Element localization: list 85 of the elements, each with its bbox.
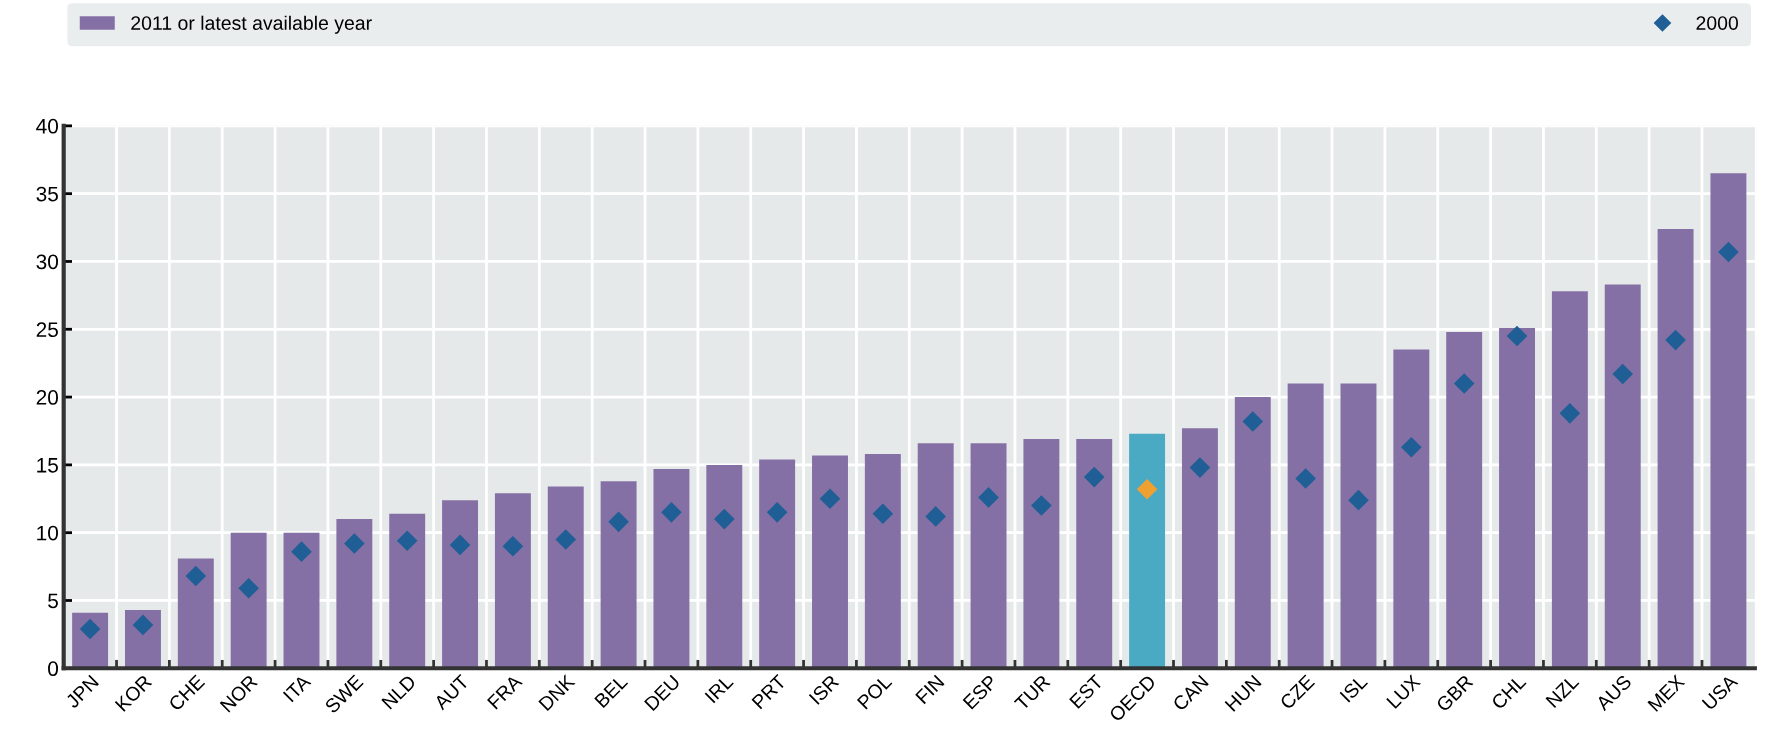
bar bbox=[917, 443, 954, 669]
y-tick-label: 25 bbox=[36, 322, 58, 338]
point bbox=[238, 577, 259, 599]
point bbox=[1665, 329, 1686, 351]
y-tick-label: 20 bbox=[36, 390, 59, 405]
point bbox=[661, 502, 682, 523]
bar bbox=[1076, 439, 1113, 669]
point bbox=[1031, 495, 1052, 516]
x-tick-label: FIN bbox=[915, 674, 945, 705]
legend-label: 2011 or latest available year bbox=[131, 15, 372, 34]
bar bbox=[336, 519, 373, 669]
y-tick-label: 5 bbox=[48, 593, 58, 609]
point bbox=[925, 506, 946, 527]
x-tick-label: JPN bbox=[64, 674, 100, 710]
point bbox=[132, 614, 154, 636]
bar bbox=[653, 468, 690, 669]
point bbox=[1348, 489, 1369, 511]
bar bbox=[864, 454, 901, 669]
bar bbox=[706, 464, 743, 669]
y-tick-label: 35 bbox=[36, 186, 58, 202]
point bbox=[1506, 325, 1528, 347]
point bbox=[449, 534, 471, 556]
bar bbox=[759, 459, 796, 669]
y-tick-label: 10 bbox=[37, 525, 59, 541]
x-tick-label: ISR bbox=[808, 674, 840, 705]
point bbox=[1401, 436, 1422, 458]
x-tick-label: TUR bbox=[1013, 674, 1051, 712]
point bbox=[344, 533, 365, 554]
bar bbox=[812, 455, 848, 669]
point bbox=[872, 503, 894, 524]
bar bbox=[1181, 428, 1218, 669]
point bbox=[1242, 411, 1264, 432]
x-tick-label: NZL bbox=[1545, 674, 1580, 708]
bar bbox=[1023, 439, 1060, 669]
point bbox=[819, 488, 841, 510]
bar bbox=[1499, 327, 1535, 669]
point bbox=[608, 511, 629, 533]
bar bbox=[1393, 349, 1430, 669]
bar bbox=[1234, 397, 1271, 669]
x-tick-label: CHL bbox=[1490, 673, 1527, 711]
point bbox=[555, 529, 577, 550]
bar bbox=[970, 443, 1007, 669]
bar bbox=[283, 532, 320, 669]
point bbox=[502, 535, 524, 557]
y-tick-label: 15 bbox=[37, 458, 58, 473]
bar bbox=[1710, 173, 1747, 669]
point bbox=[766, 502, 788, 523]
point bbox=[1083, 466, 1105, 488]
x-tick-label: BEL bbox=[594, 674, 629, 708]
y-tick-label: 0 bbox=[48, 661, 59, 677]
point bbox=[185, 565, 207, 587]
bar bbox=[1340, 383, 1377, 669]
point bbox=[1189, 457, 1211, 478]
bar bbox=[494, 493, 531, 669]
point bbox=[1718, 241, 1739, 263]
bar bbox=[1657, 228, 1694, 669]
bar bbox=[1446, 331, 1483, 669]
point bbox=[713, 508, 735, 530]
y-tick-label: 40 bbox=[36, 118, 59, 134]
bar bbox=[1604, 284, 1641, 669]
bar bbox=[230, 532, 267, 669]
point bbox=[1559, 403, 1581, 424]
bar bbox=[442, 500, 479, 669]
legend-label: 2000 bbox=[1696, 16, 1739, 30]
point bbox=[1453, 373, 1475, 394]
x-tick-label: USA bbox=[1701, 673, 1739, 711]
bar bbox=[1551, 291, 1588, 669]
point bbox=[978, 487, 999, 508]
bar bbox=[1129, 433, 1166, 669]
point bbox=[1136, 478, 1158, 500]
point bbox=[291, 541, 312, 562]
bar bbox=[547, 486, 584, 669]
point bbox=[1612, 363, 1634, 385]
x-tick-label: FRA bbox=[487, 673, 523, 710]
bar bbox=[389, 513, 426, 669]
x-tick-label: ITA bbox=[282, 673, 312, 703]
point bbox=[1295, 468, 1316, 489]
x-tick-label: ISL bbox=[1339, 673, 1369, 703]
bar bbox=[600, 481, 637, 669]
point bbox=[396, 530, 418, 552]
bar bbox=[1287, 383, 1324, 669]
y-tick-label: 30 bbox=[36, 254, 59, 270]
bar bbox=[177, 558, 214, 669]
x-tick-label: POL bbox=[856, 673, 893, 710]
x-tick-label: IRL bbox=[704, 674, 734, 704]
